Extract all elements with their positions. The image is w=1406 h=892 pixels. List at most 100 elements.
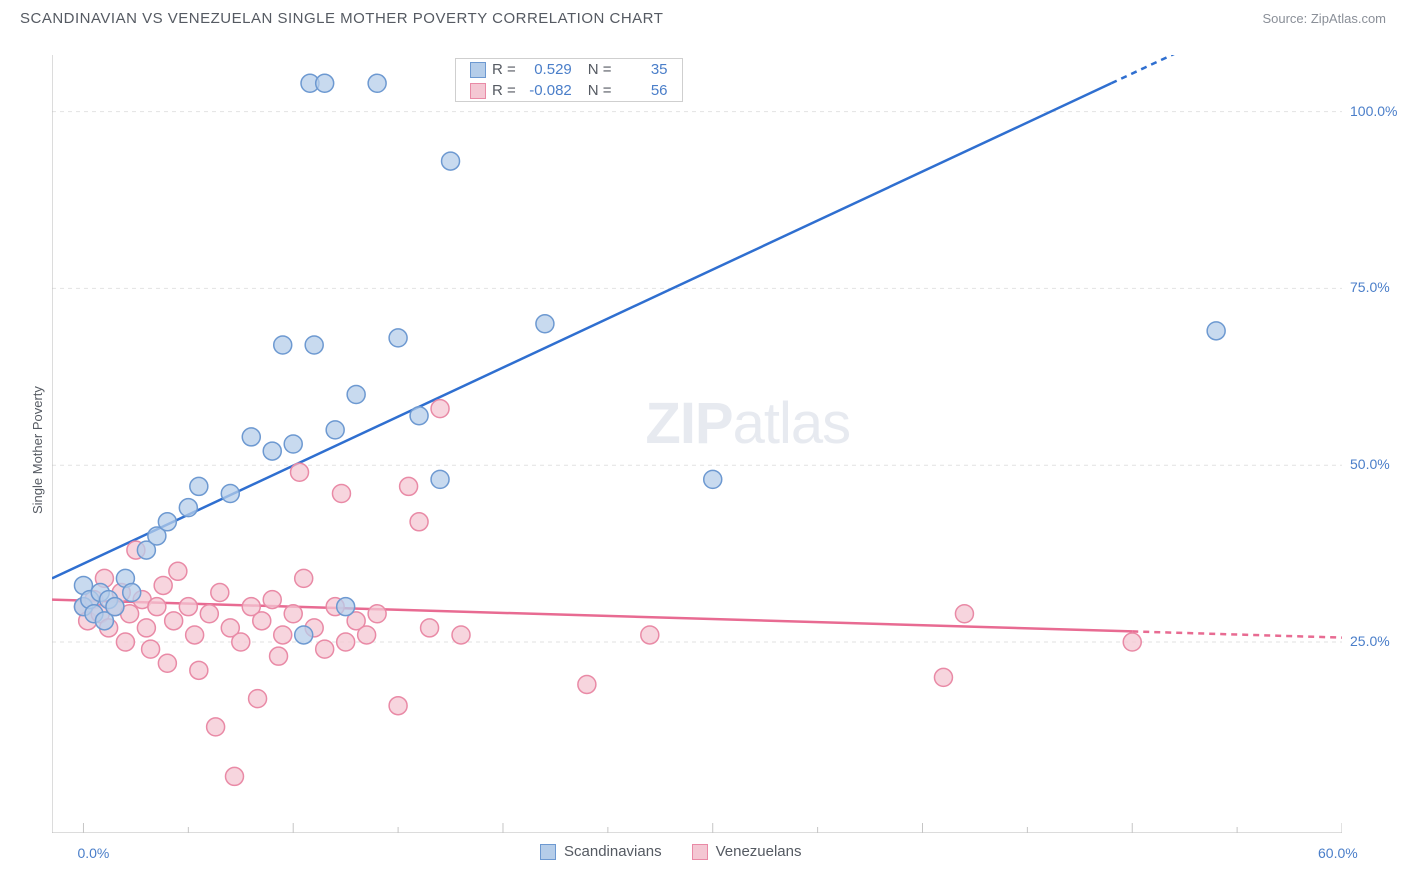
y-tick-label: 50.0%: [1350, 456, 1390, 472]
point-scandinavians: [263, 442, 281, 460]
point-scandinavians: [536, 315, 554, 333]
point-venezuelans: [165, 612, 183, 630]
point-venezuelans: [232, 633, 250, 651]
point-venezuelans: [1123, 633, 1141, 651]
point-scandinavians: [316, 74, 334, 92]
r-value: 0.529: [522, 61, 572, 78]
point-venezuelans: [291, 463, 309, 481]
r-label: R =: [492, 82, 516, 99]
point-venezuelans: [358, 626, 376, 644]
trend-line-dash-venezuelans: [1132, 631, 1342, 637]
point-scandinavians: [179, 499, 197, 517]
point-venezuelans: [253, 612, 271, 630]
trend-line-scandinavians: [52, 83, 1111, 578]
legend-label: Venezuelans: [716, 843, 802, 860]
point-venezuelans: [284, 605, 302, 623]
r-label: R =: [492, 61, 516, 78]
point-scandinavians: [368, 74, 386, 92]
point-venezuelans: [190, 661, 208, 679]
point-scandinavians: [704, 470, 722, 488]
point-scandinavians: [190, 477, 208, 495]
point-scandinavians: [1207, 322, 1225, 340]
y-tick-label: 100.0%: [1350, 103, 1397, 119]
legend-label: Scandinavians: [564, 843, 662, 860]
point-venezuelans: [578, 675, 596, 693]
point-venezuelans: [263, 591, 281, 609]
point-scandinavians: [295, 626, 313, 644]
swatch-icon: [540, 844, 556, 860]
swatch-icon: [692, 844, 708, 860]
y-tick-label: 75.0%: [1350, 279, 1390, 295]
point-scandinavians: [442, 152, 460, 170]
n-label: N =: [588, 61, 612, 78]
point-scandinavians: [106, 598, 124, 616]
point-venezuelans: [158, 654, 176, 672]
point-venezuelans: [274, 626, 292, 644]
point-venezuelans: [955, 605, 973, 623]
plot-area: [52, 55, 1342, 833]
point-scandinavians: [242, 428, 260, 446]
point-venezuelans: [116, 633, 134, 651]
point-venezuelans: [400, 477, 418, 495]
stats-row-scandinavians: R = 0.529 N = 35: [456, 59, 682, 80]
n-value: 56: [618, 82, 668, 99]
point-venezuelans: [641, 626, 659, 644]
point-venezuelans: [200, 605, 218, 623]
point-venezuelans: [410, 513, 428, 531]
point-venezuelans: [452, 626, 470, 644]
chart-container: SCANDINAVIAN VS VENEZUELAN SINGLE MOTHER…: [0, 0, 1406, 892]
y-tick-label: 25.0%: [1350, 633, 1390, 649]
point-venezuelans: [332, 485, 350, 503]
point-scandinavians: [305, 336, 323, 354]
swatch-icon: [470, 62, 486, 78]
swatch-icon: [470, 83, 486, 99]
n-value: 35: [618, 61, 668, 78]
point-scandinavians: [274, 336, 292, 354]
point-venezuelans: [179, 598, 197, 616]
point-venezuelans: [154, 576, 172, 594]
source-label: Source: ZipAtlas.com: [1262, 11, 1386, 26]
point-scandinavians: [221, 485, 239, 503]
point-scandinavians: [284, 435, 302, 453]
point-venezuelans: [295, 569, 313, 587]
stats-row-venezuelans: R = -0.082 N = 56: [456, 80, 682, 101]
point-venezuelans: [207, 718, 225, 736]
point-scandinavians: [158, 513, 176, 531]
plot-svg: [52, 55, 1342, 833]
point-venezuelans: [142, 640, 160, 658]
point-venezuelans: [225, 767, 243, 785]
trend-line-dash-scandinavians: [1111, 55, 1342, 83]
point-scandinavians: [347, 385, 365, 403]
point-venezuelans: [389, 697, 407, 715]
x-tick-label: 60.0%: [1318, 845, 1358, 861]
point-scandinavians: [410, 407, 428, 425]
point-venezuelans: [934, 668, 952, 686]
point-scandinavians: [326, 421, 344, 439]
point-scandinavians: [389, 329, 407, 347]
point-venezuelans: [137, 619, 155, 637]
r-value: -0.082: [522, 82, 572, 99]
legend-item-scandinavians: Scandinavians: [540, 843, 662, 860]
point-venezuelans: [211, 584, 229, 602]
legend-item-venezuelans: Venezuelans: [692, 843, 802, 860]
n-label: N =: [588, 82, 612, 99]
point-venezuelans: [169, 562, 187, 580]
x-tick-label: 0.0%: [77, 845, 109, 861]
y-axis-label: Single Mother Poverty: [30, 386, 45, 514]
point-scandinavians: [431, 470, 449, 488]
point-venezuelans: [368, 605, 386, 623]
point-venezuelans: [316, 640, 334, 658]
stats-box: R = 0.529 N = 35 R = -0.082 N = 56: [455, 58, 683, 102]
point-venezuelans: [186, 626, 204, 644]
point-venezuelans: [270, 647, 288, 665]
point-venezuelans: [249, 690, 267, 708]
point-venezuelans: [148, 598, 166, 616]
point-venezuelans: [421, 619, 439, 637]
point-venezuelans: [431, 400, 449, 418]
chart-title: SCANDINAVIAN VS VENEZUELAN SINGLE MOTHER…: [20, 10, 663, 27]
point-scandinavians: [123, 584, 141, 602]
point-scandinavians: [337, 598, 355, 616]
bottom-legend: Scandinavians Venezuelans: [540, 843, 801, 860]
title-bar: SCANDINAVIAN VS VENEZUELAN SINGLE MOTHER…: [0, 0, 1406, 33]
point-venezuelans: [337, 633, 355, 651]
